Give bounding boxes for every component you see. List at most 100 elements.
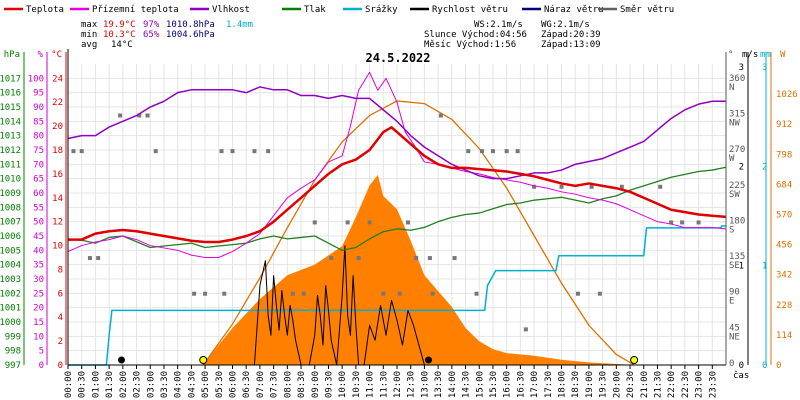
wind-speed-tick-label: 0 — [739, 361, 744, 371]
wind-direction-dot — [452, 256, 457, 261]
x-tick-label: 00:00 — [64, 371, 74, 398]
x-tick-label: 07:00 — [256, 371, 266, 398]
x-tick-label: 03:30 — [160, 371, 170, 398]
x-tick-label: 13:00 — [420, 371, 430, 398]
temperature-tick-label: 2 — [58, 337, 63, 347]
info-ws: WS:2.1m/s — [474, 20, 523, 30]
legend-label: Náraz větru — [544, 5, 604, 15]
wind-direction-dot — [414, 256, 419, 261]
wind-speed-line — [68, 245, 726, 366]
stat-avg-label: avg — [81, 40, 97, 50]
wind-dir-tick-label: 360 — [729, 74, 745, 84]
humidity-tick-label: 45 — [33, 232, 44, 242]
pressure-tick-label: 1013 — [0, 132, 21, 142]
stat-avg-temp: 14°C — [111, 40, 133, 50]
pressure-tick-label: 1003 — [0, 275, 21, 285]
wind-direction-dot — [203, 291, 208, 296]
humidity-tick-label: 65 — [33, 175, 44, 185]
x-tick-label: 20:00 — [612, 371, 622, 398]
x-tick-label: 11:30 — [379, 371, 389, 398]
rain-tick-label: 1 — [762, 262, 767, 272]
humidity-axis-unit: % — [38, 50, 44, 60]
wind-direction-dot — [589, 184, 594, 189]
x-tick-label: 17:30 — [544, 371, 554, 398]
humidity-tick-label: 35 — [33, 261, 44, 271]
humidity-tick-label: 70 — [33, 160, 44, 170]
wind-direction-dot — [479, 149, 484, 154]
wind-direction-dot — [669, 220, 674, 225]
wind-direction-dot — [696, 220, 701, 225]
pressure-tick-label: 1001 — [0, 304, 21, 314]
wind-dir-tick-label: 270 — [729, 145, 745, 155]
humidity-tick-label: 100 — [28, 74, 44, 84]
wind-direction-dot — [301, 291, 306, 296]
pressure-tick-label: 997 — [5, 361, 21, 371]
x-tick-label: 16:00 — [503, 371, 513, 398]
wind-direction-dot — [153, 149, 158, 154]
pressure-tick-label: 1002 — [0, 289, 21, 299]
wind-dir-compass-label: S — [729, 225, 734, 235]
solar-tick-label: 570 — [776, 211, 792, 221]
wind-direction-dot — [430, 291, 435, 296]
solar-axis-unit: W — [780, 50, 786, 60]
x-tick-label: 05:30 — [215, 371, 225, 398]
x-tick-label: 02:00 — [119, 371, 129, 398]
wind-direction-dot — [137, 113, 142, 118]
x-tick-label: 13:30 — [434, 371, 444, 398]
wind-direction-dot — [252, 149, 257, 154]
legend-label: Přízemní teplota — [92, 5, 179, 15]
ground-temperature-line — [67, 71, 727, 258]
x-tick-label: 05:00 — [201, 371, 211, 398]
chart-title: 24.5.2022 — [365, 51, 430, 65]
temperature-tick-label: 22 — [52, 98, 63, 108]
pressure-tick-label: 1005 — [0, 246, 21, 256]
x-tick-label: 15:30 — [489, 371, 499, 398]
wind-direction-dot — [474, 291, 479, 296]
x-tick-label: 00:30 — [78, 371, 88, 398]
wind-direction-dot — [266, 149, 271, 154]
humidity-tick-label: 55 — [33, 203, 44, 213]
x-tick-label: 10:00 — [338, 371, 348, 398]
stat-max-rain: 1.4mm — [226, 20, 253, 30]
x-tick-label: 22:00 — [667, 371, 677, 398]
moonrise-marker — [117, 356, 125, 364]
wind-direction-dot — [145, 113, 150, 118]
humidity-tick-label: 90 — [33, 103, 44, 113]
solar-tick-label: 0 — [776, 361, 781, 371]
sun-marker — [630, 356, 639, 364]
wind-dir-compass-label: SW — [729, 190, 740, 200]
wind-direction-dot — [118, 113, 123, 118]
rain-axis-unit: mm — [760, 50, 771, 60]
moonset-marker — [425, 356, 433, 364]
stat-min-pressure: 1004.6hPa — [166, 30, 215, 40]
stat-max-humidity: 97% — [143, 20, 160, 30]
humidity-tick-label: 25 — [33, 289, 44, 299]
plot-area — [67, 71, 727, 366]
pressure-tick-label: 1015 — [0, 103, 21, 113]
wind-speed-tick-label: 2 — [739, 162, 744, 172]
pressure-axis-unit: hPa — [4, 50, 20, 60]
temperature-tick-label: 16 — [52, 170, 63, 180]
wind-dir-compass-label: E — [729, 297, 734, 307]
x-tick-label: 08:00 — [283, 371, 293, 398]
rain-tick-label: 0 — [762, 361, 767, 371]
wind-direction-dot — [79, 149, 84, 154]
x-tick-label: 16:30 — [516, 371, 526, 398]
stat-min-humidity: 65% — [143, 30, 160, 40]
legend: Teplota Přízemní teplota Vlhkost Tlak Srážky… — [4, 5, 674, 15]
stat-max-label: max — [81, 20, 98, 30]
pressure-tick-label: 998 — [5, 347, 21, 357]
x-tick-label: 11:00 — [366, 371, 376, 398]
wind-direction-dot — [427, 256, 432, 261]
wind-direction-dot — [597, 291, 602, 296]
temperature-tick-label: 18 — [52, 146, 63, 156]
solar-tick-label: 342 — [776, 271, 792, 281]
stat-max-pressure: 1010.8hPa — [166, 20, 215, 30]
temperature-tick-label: 12 — [52, 218, 63, 228]
wind-direction-dot — [290, 291, 295, 296]
solar-tick-label: 456 — [776, 241, 792, 251]
x-tick-label: 19:00 — [585, 371, 595, 398]
x-tick-label: 01:30 — [105, 371, 115, 398]
humidity-tick-label: 10 — [33, 332, 44, 342]
